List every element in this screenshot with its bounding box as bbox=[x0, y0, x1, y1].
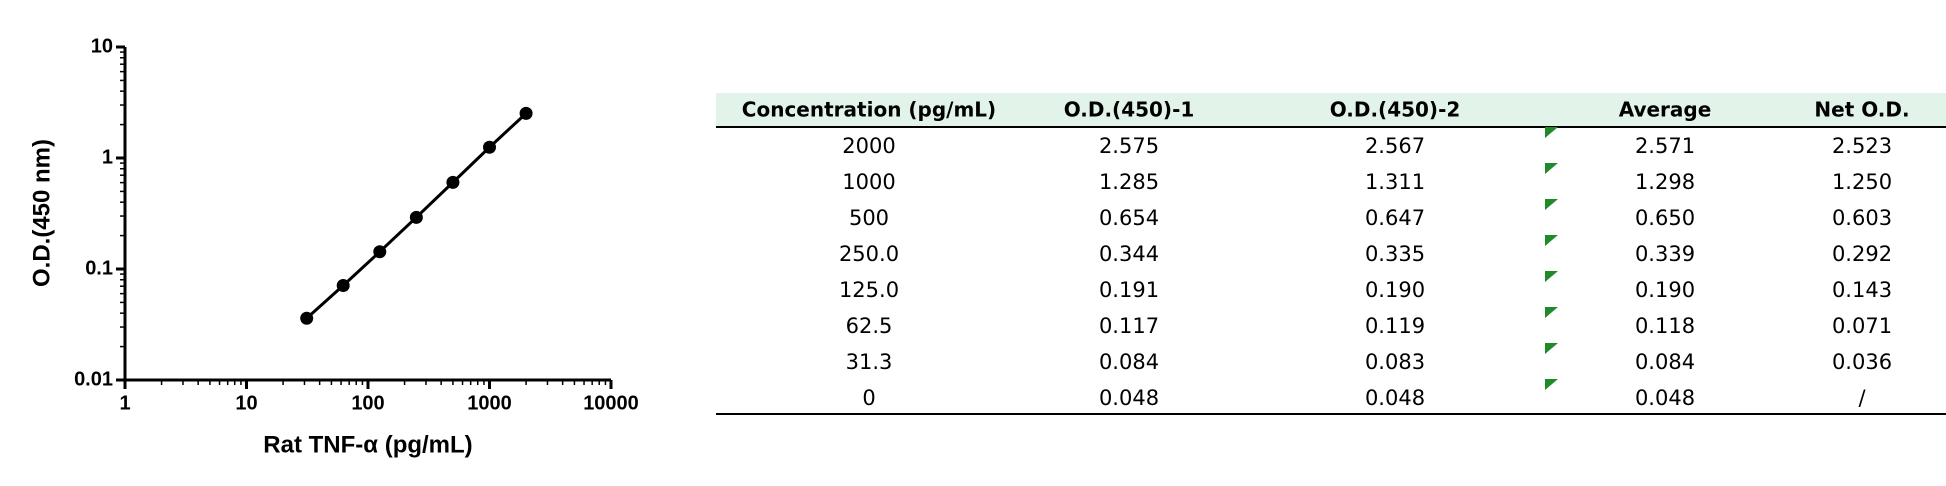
table-cell: 2000 bbox=[842, 134, 895, 158]
table-cell: 2.571 bbox=[1635, 134, 1695, 158]
table-cell: 1.250 bbox=[1832, 170, 1892, 194]
y-tick-label: 0.1 bbox=[85, 257, 113, 279]
table-cell: 0.143 bbox=[1832, 278, 1892, 302]
error-indicator bbox=[1545, 163, 1558, 174]
table-cell: 1000 bbox=[842, 170, 895, 194]
table-cell: 0.048 bbox=[1635, 386, 1695, 410]
table-cell: 0.292 bbox=[1832, 242, 1892, 266]
table-cell: 0.190 bbox=[1365, 278, 1425, 302]
error-indicator bbox=[1545, 235, 1558, 246]
table-cell: 0.048 bbox=[1365, 386, 1425, 410]
table-cell: 0.036 bbox=[1832, 350, 1892, 374]
y-tick-label: 0.01 bbox=[74, 368, 113, 390]
error-indicator bbox=[1545, 127, 1558, 138]
point bbox=[336, 279, 350, 293]
y-tick-label: 1 bbox=[102, 146, 113, 168]
table-cell: 0.603 bbox=[1832, 206, 1892, 230]
x-tick-label: 1000 bbox=[467, 392, 512, 414]
table-cell: 0.190 bbox=[1635, 278, 1695, 302]
table-cell: 2.567 bbox=[1365, 134, 1425, 158]
table-header: O.D.(450)-2 bbox=[1330, 98, 1461, 122]
table-cell: 0.071 bbox=[1832, 314, 1892, 338]
point bbox=[373, 245, 387, 259]
error-indicator bbox=[1545, 271, 1558, 282]
table-cell: 0.119 bbox=[1365, 314, 1425, 338]
table-cell: 0.118 bbox=[1635, 314, 1695, 338]
error-indicator bbox=[1545, 199, 1558, 210]
table-header: Average bbox=[1619, 98, 1712, 122]
point bbox=[446, 175, 460, 189]
table-cell: 2.523 bbox=[1832, 134, 1892, 158]
table-cell: 0.344 bbox=[1099, 242, 1159, 266]
table-cell: 125.0 bbox=[839, 278, 899, 302]
x-tick-label: 10000 bbox=[583, 392, 639, 414]
table-cell: 0.117 bbox=[1099, 314, 1159, 338]
table-cell: 1.285 bbox=[1099, 170, 1159, 194]
point bbox=[519, 106, 533, 120]
error-indicator bbox=[1545, 307, 1558, 318]
x-tick-label: 100 bbox=[351, 392, 384, 414]
table-cell: 0.647 bbox=[1365, 206, 1425, 230]
point bbox=[483, 140, 496, 154]
table-cell: 500 bbox=[849, 206, 889, 230]
y-axis-label: O.D.(450 nm) bbox=[28, 139, 55, 287]
point bbox=[300, 311, 314, 325]
table-cell: 62.5 bbox=[846, 314, 893, 338]
table-cell: 0.335 bbox=[1365, 242, 1425, 266]
y-tick-label: 10 bbox=[91, 35, 113, 57]
table-cell: 1.311 bbox=[1365, 170, 1425, 194]
table-cell: 0 bbox=[862, 386, 875, 410]
table-cell: 0.654 bbox=[1099, 206, 1159, 230]
table-cell: 1.298 bbox=[1635, 170, 1695, 194]
table-header: Net O.D. bbox=[1814, 98, 1909, 122]
table-cell: 250.0 bbox=[839, 242, 899, 266]
table-cell: 0.084 bbox=[1099, 350, 1159, 374]
table-header: Concentration (pg/mL) bbox=[742, 98, 996, 122]
table-header-bg bbox=[716, 93, 1946, 127]
table-cell: 31.3 bbox=[846, 350, 893, 374]
error-indicator bbox=[1545, 343, 1558, 354]
x-axis-label: Rat TNF-α (pg/mL) bbox=[263, 431, 472, 458]
x-tick-label: 10 bbox=[235, 392, 257, 414]
table-cell: / bbox=[1858, 386, 1866, 410]
point bbox=[409, 210, 423, 224]
table-cell: 0.048 bbox=[1099, 386, 1159, 410]
table-cell: 0.084 bbox=[1635, 350, 1695, 374]
table-cell: 0.650 bbox=[1635, 206, 1695, 230]
table-cell: 0.191 bbox=[1099, 278, 1159, 302]
error-indicator bbox=[1545, 379, 1558, 390]
x-tick-label: 1 bbox=[119, 392, 130, 414]
table-cell: 0.083 bbox=[1365, 350, 1425, 374]
table-cell: 0.339 bbox=[1635, 242, 1695, 266]
table-cell: 2.575 bbox=[1099, 134, 1159, 158]
table-header: O.D.(450)-1 bbox=[1064, 98, 1195, 122]
